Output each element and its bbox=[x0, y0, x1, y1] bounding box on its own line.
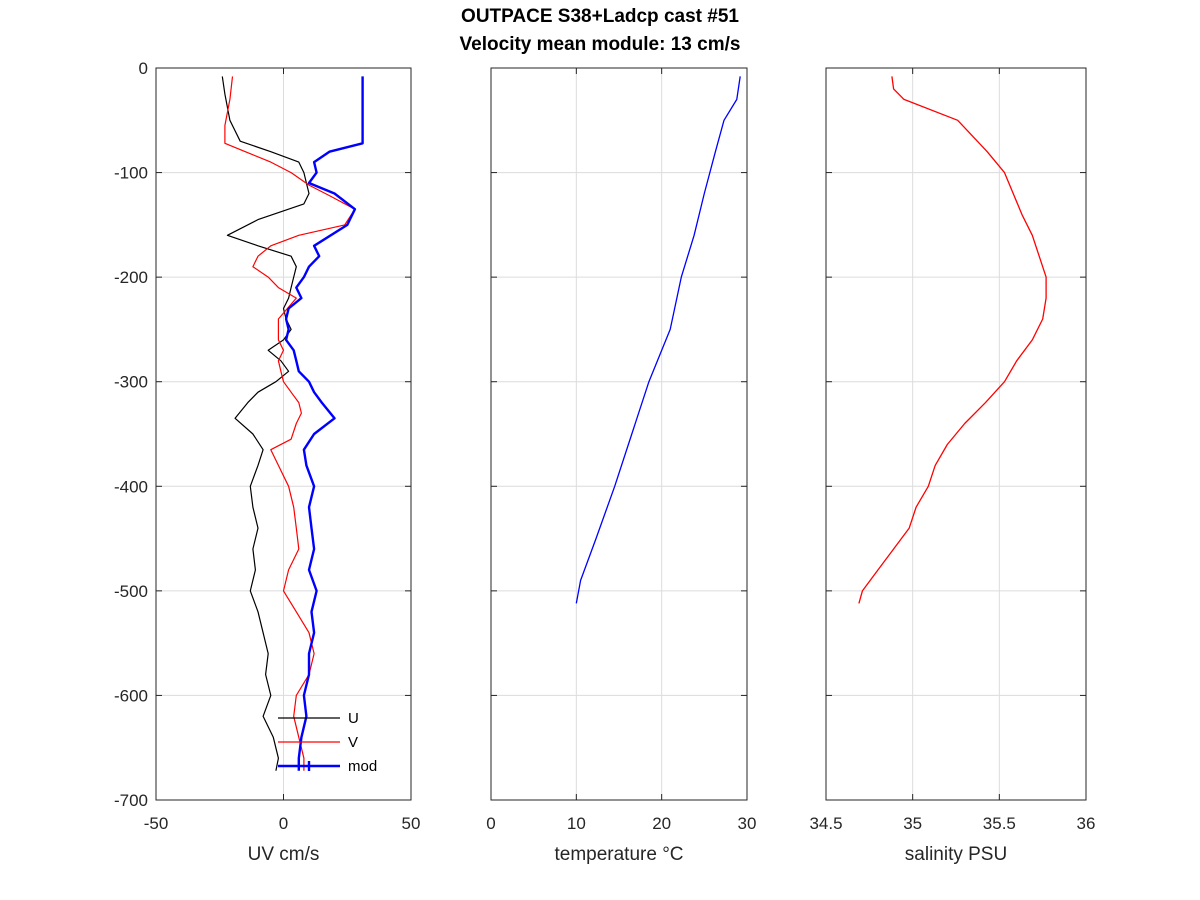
x-tick-label: 36 bbox=[1077, 814, 1096, 833]
axes-box bbox=[490, 67, 748, 801]
panel-3: 34.5 35 35.5 36 salinity PSU bbox=[809, 67, 1096, 865]
panel-2: 0 10 20 30 temperature °C bbox=[486, 67, 757, 865]
x-axis-label: salinity PSU bbox=[905, 844, 1007, 865]
y-tick-label: -100 bbox=[114, 164, 148, 183]
chart-subtitle: Velocity mean module: 13 cm/s bbox=[459, 34, 741, 55]
chart-title: OUTPACE S38+Ladcp cast #51 bbox=[461, 6, 739, 27]
x-tick-label: 34.5 bbox=[809, 814, 842, 833]
x-tick-label: 20 bbox=[652, 814, 671, 833]
axes-box bbox=[825, 67, 1087, 801]
x-tick-label: -50 bbox=[144, 814, 169, 833]
x-tick-label: 35.5 bbox=[983, 814, 1016, 833]
y-tick-label: -400 bbox=[114, 477, 148, 496]
x-axis-label: UV cm/s bbox=[248, 844, 320, 865]
x-tick-label: 35 bbox=[903, 814, 922, 833]
x-tick-label: 0 bbox=[279, 814, 288, 833]
x-tick-label: 0 bbox=[486, 814, 495, 833]
x-tick-label: 30 bbox=[738, 814, 757, 833]
x-axis-label: temperature °C bbox=[554, 844, 683, 865]
series-line-mod bbox=[284, 76, 364, 771]
legend-label-v: V bbox=[348, 734, 358, 751]
x-tick-label: 10 bbox=[567, 814, 586, 833]
x-tick-label: 50 bbox=[402, 814, 421, 833]
y-tick-label: -200 bbox=[114, 268, 148, 287]
series-line-panel3-1 bbox=[858, 76, 1047, 604]
y-tick-label: -500 bbox=[114, 582, 148, 601]
y-tick-label: 0 bbox=[139, 59, 148, 78]
legend-label-mod: mod bbox=[348, 758, 377, 775]
legend-label-u: U bbox=[348, 710, 359, 727]
series-line-panel2-1 bbox=[575, 76, 741, 604]
series-line-v bbox=[224, 76, 356, 771]
series-line-u bbox=[221, 76, 310, 771]
y-tick-label: -700 bbox=[114, 791, 148, 810]
y-tick-label: -300 bbox=[114, 373, 148, 392]
y-tick-label: -600 bbox=[114, 686, 148, 705]
